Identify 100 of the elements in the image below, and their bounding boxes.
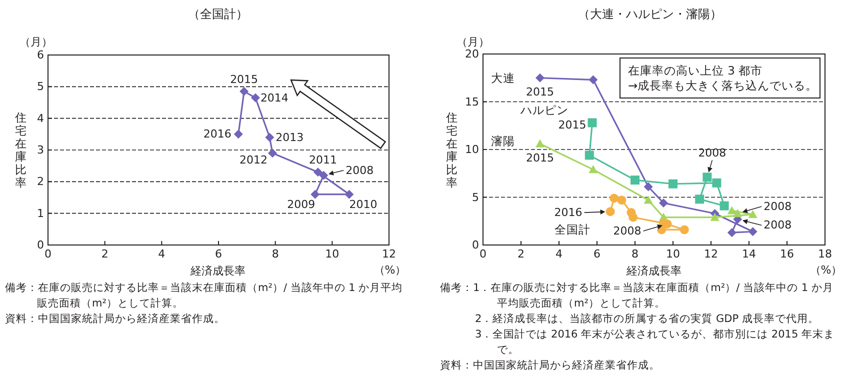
y-tick-label: 5 (472, 190, 479, 204)
annotation: 2008 (764, 218, 792, 232)
text: 3．全国計では 2016 年末が公表されているが、都市別には 2015 年末まで。 (475, 328, 834, 356)
point (720, 201, 729, 210)
point (584, 150, 594, 160)
x-tick-label: 2 (518, 248, 524, 260)
point (250, 93, 260, 102)
y-tick-label: 15 (465, 95, 479, 108)
point (536, 139, 544, 148)
annotation: 2008 (613, 224, 642, 238)
annotation: 2015 (230, 72, 258, 86)
x-tick-label: 14 (742, 248, 756, 260)
x-tick-label: 4 (556, 248, 562, 260)
point (606, 207, 615, 216)
x-tick-label: 6 (594, 248, 600, 260)
point (240, 86, 249, 96)
point (710, 212, 720, 221)
point (588, 118, 597, 128)
point (668, 179, 678, 188)
x-tick-label: 18 (818, 248, 832, 260)
point (712, 178, 722, 188)
series-label: 大連 (491, 70, 515, 85)
series-label: ハルピン (519, 102, 568, 117)
text: （%） (374, 264, 406, 276)
text: 備考：在庫の販売に対する比率＝当該末在庫面積（m²）/ 当該年中の 1 か月平均販売面積（m²）として計算。 (5, 281, 403, 310)
series-label: 全国計 (554, 222, 590, 237)
point (265, 132, 274, 142)
point (659, 198, 668, 208)
annotation: 2011 (308, 154, 337, 167)
point (630, 176, 640, 185)
text: 備考：1．在庫の販売に対する比率＝当該末在庫面積（m²）/ 当該年中の 1 か月平均販売面積（m²）として計算。 (440, 281, 834, 310)
point (644, 182, 653, 192)
point (644, 196, 653, 204)
x-tick-label: 16 (780, 248, 794, 260)
point (748, 210, 758, 218)
x-tick-label: 12 (382, 248, 396, 260)
point (680, 225, 689, 234)
y-tick-label: 1 (37, 206, 44, 220)
point (702, 172, 712, 182)
point (610, 194, 619, 203)
point (313, 168, 322, 177)
series-label: 瀋陽 (491, 134, 515, 148)
x-tick-label: 4 (158, 248, 166, 260)
chart-title: （全国計） (188, 7, 248, 21)
annotation: 2008 (346, 164, 374, 177)
annotation: 2008 (764, 200, 792, 213)
x-tick-label: 12 (704, 248, 718, 260)
point (588, 75, 598, 84)
y-tick-label: 0 (472, 238, 479, 252)
y-axis-title: 住宅在庫比率 (14, 110, 27, 190)
text: 資料：中国国家統計局から経済産業省作成。 (440, 358, 660, 372)
annotation: 2012 (239, 154, 268, 167)
point (310, 190, 320, 199)
text: （%） (810, 264, 842, 276)
x-tick-label: 2 (101, 248, 108, 260)
text: （月） (456, 36, 490, 48)
point (626, 208, 636, 218)
x-tick-label: 10 (325, 248, 340, 260)
point (588, 165, 598, 174)
y-tick-label: 5 (37, 80, 44, 94)
annotation: 在庫率の高い上位 3 都市 →成長率も大きく落ち込んでいる。 (628, 64, 818, 92)
annotation: 2016 (203, 128, 232, 141)
y-axis-title: 住宅在庫比率 (445, 110, 458, 190)
x-axis-title: 経済成長率 (190, 264, 246, 278)
point (234, 130, 243, 139)
x-tick-label: 6 (215, 248, 222, 260)
point (727, 228, 736, 238)
chart-title: （大連・ハルピン・瀋陽） (578, 7, 722, 21)
annotation: 2008 (698, 146, 726, 160)
x-tick-label: 8 (632, 248, 638, 260)
text: 2．経済成長率は、当該都市の所属する省の実質 GDP 成長率で代用。 (475, 312, 819, 325)
y-tick-label: 2 (37, 175, 44, 188)
point (727, 206, 736, 214)
annotation: 2015 (526, 151, 554, 164)
annotation: 2015 (558, 118, 586, 132)
x-axis-title: 経済成長率 (626, 264, 682, 278)
point (617, 196, 626, 205)
annotation: 2010 (349, 198, 378, 211)
text: 資料：中国国家統計局から経済産業省作成。 (5, 312, 225, 325)
x-tick-label: 10 (666, 248, 680, 260)
point (536, 73, 544, 82)
text: （月） (20, 36, 52, 48)
x-tick-label: 8 (272, 248, 279, 260)
annotation: 2013 (276, 130, 304, 144)
point (319, 170, 328, 180)
y-tick-label: 3 (37, 144, 44, 156)
point (268, 148, 277, 158)
point (733, 208, 742, 218)
annotation: 2014 (260, 91, 288, 104)
y-tick-label: 4 (37, 112, 44, 125)
annotation: 2009 (287, 198, 316, 211)
y-tick-label: 10 (465, 143, 479, 156)
point (748, 227, 758, 236)
annotation: 2015 (526, 85, 554, 98)
y-tick-label: 6 (37, 48, 44, 62)
y-tick-label: 0 (37, 238, 44, 252)
point (695, 194, 704, 204)
annotation: 2016 (554, 206, 582, 220)
y-tick-label: 20 (465, 48, 479, 60)
point (344, 190, 354, 199)
